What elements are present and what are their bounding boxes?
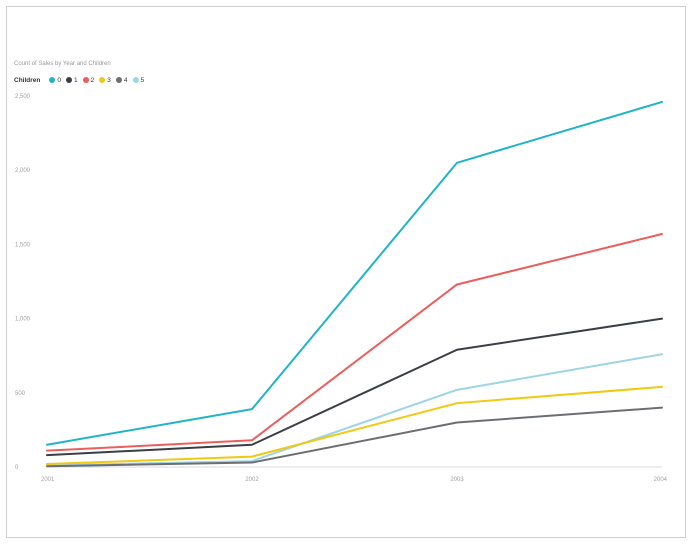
y-tick-label: 500 — [15, 391, 26, 397]
series-line-1 — [47, 319, 662, 456]
y-tick-label: 2,000 — [15, 168, 31, 174]
series-line-4 — [47, 408, 662, 467]
y-tick-label: 1,500 — [15, 242, 31, 248]
y-tick-label: 1,000 — [15, 317, 31, 323]
x-tick-label: 2004 — [654, 477, 668, 483]
x-tick-label: 2002 — [245, 477, 259, 483]
x-tick-label: 2003 — [450, 477, 464, 483]
x-tick-label: 2001 — [41, 477, 55, 483]
y-tick-label: 2,500 — [15, 94, 31, 100]
y-tick-label: 0 — [15, 465, 19, 471]
series-line-5 — [47, 354, 662, 465]
series-line-2 — [47, 234, 662, 451]
